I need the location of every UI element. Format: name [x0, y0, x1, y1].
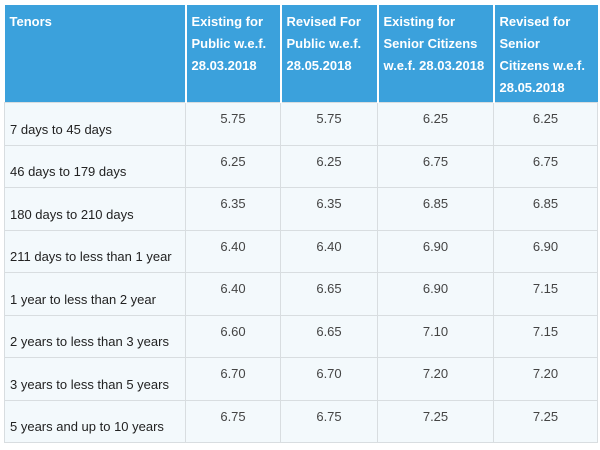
header-row: Tenors Existing for Public w.e.f. 28.03.2…: [4, 5, 598, 103]
table-row: 2 years to less than 3 years 6.60 6.65 7.10…: [4, 314, 598, 358]
rate-cell: 6.85: [493, 187, 598, 231]
table-row: 3 years to less than 5 years 6.70 6.70 7.20…: [4, 357, 598, 401]
rate-cell: 5.75: [185, 102, 281, 146]
rate-cell: 6.60: [185, 314, 281, 358]
tenor-cell: 1 year to less than 2 year: [4, 272, 186, 316]
rate-cell: 6.70: [185, 357, 281, 401]
rate-cell: 6.70: [280, 357, 378, 401]
rate-cell: 6.75: [185, 399, 281, 443]
rate-cell: 6.25: [280, 144, 378, 188]
rate-cell: 6.25: [493, 102, 598, 146]
rate-cell: 6.90: [377, 272, 494, 316]
table-row: 5 years and up to 10 years 6.75 6.75 7.25 7.…: [4, 399, 598, 443]
rate-cell: 6.35: [280, 187, 378, 231]
tenor-cell: 2 years to less than 3 years: [4, 314, 186, 358]
rate-cell: 6.85: [377, 187, 494, 231]
tenor-cell: 3 years to less than 5 years: [4, 357, 186, 401]
table-row: 7 days to 45 days 5.75 5.75 6.25 6.25: [4, 102, 598, 146]
rate-cell: 7.20: [377, 357, 494, 401]
tenor-cell: 211 days to less than 1 year: [4, 229, 186, 273]
tenor-cell: 7 days to 45 days: [4, 102, 186, 146]
table-body: 7 days to 45 days 5.75 5.75 6.25 6.25 46 days…: [4, 102, 598, 443]
rate-cell: 6.75: [377, 144, 494, 188]
rate-cell: 7.15: [493, 314, 598, 358]
rate-cell: 6.35: [185, 187, 281, 231]
rate-cell: 6.65: [280, 272, 378, 316]
table-row: 1 year to less than 2 year 6.40 6.65 6.90 7.…: [4, 272, 598, 316]
table-container: Tenors Existing for Public w.e.f. 28.03.2…: [4, 5, 598, 443]
rate-cell: 5.75: [280, 102, 378, 146]
rate-cell: 6.90: [493, 229, 598, 273]
rate-cell: 6.75: [280, 399, 378, 443]
rate-cell: 7.10: [377, 314, 494, 358]
header-cell: Existing for Senior Citizens w.e.f. 28.0…: [377, 5, 495, 103]
rate-cell: 6.90: [377, 229, 494, 273]
rates-table: Tenors Existing for Public w.e.f. 28.03.2…: [4, 5, 598, 443]
rate-cell: 7.25: [493, 399, 598, 443]
tenor-cell: 180 days to 210 days: [4, 187, 186, 231]
rate-cell: 6.40: [185, 229, 281, 273]
rate-cell: 6.65: [280, 314, 378, 358]
rate-cell: 6.75: [493, 144, 598, 188]
rate-cell: 7.15: [493, 272, 598, 316]
rate-cell: 7.20: [493, 357, 598, 401]
header-cell: Revised for Senior Citizens w.e.f. 28.05…: [493, 5, 598, 103]
tenor-cell: 46 days to 179 days: [4, 144, 186, 188]
rate-cell: 6.40: [280, 229, 378, 273]
rate-cell: 6.25: [185, 144, 281, 188]
rate-cell: 6.40: [185, 272, 281, 316]
table-row: 46 days to 179 days 6.25 6.25 6.75 6.75: [4, 144, 598, 188]
header-cell: Tenors: [4, 5, 187, 103]
table-row: 211 days to less than 1 year 6.40 6.40 6.90…: [4, 229, 598, 273]
header-cell: Existing for Public w.e.f. 28.03.2018: [185, 5, 282, 103]
rate-cell: 7.25: [377, 399, 494, 443]
header-cell: Revised For Public w.e.f. 28.05.2018: [280, 5, 379, 103]
tenor-cell: 5 years and up to 10 years: [4, 399, 186, 443]
rate-cell: 6.25: [377, 102, 494, 146]
table-row: 180 days to 210 days 6.35 6.35 6.85 6.85: [4, 187, 598, 231]
